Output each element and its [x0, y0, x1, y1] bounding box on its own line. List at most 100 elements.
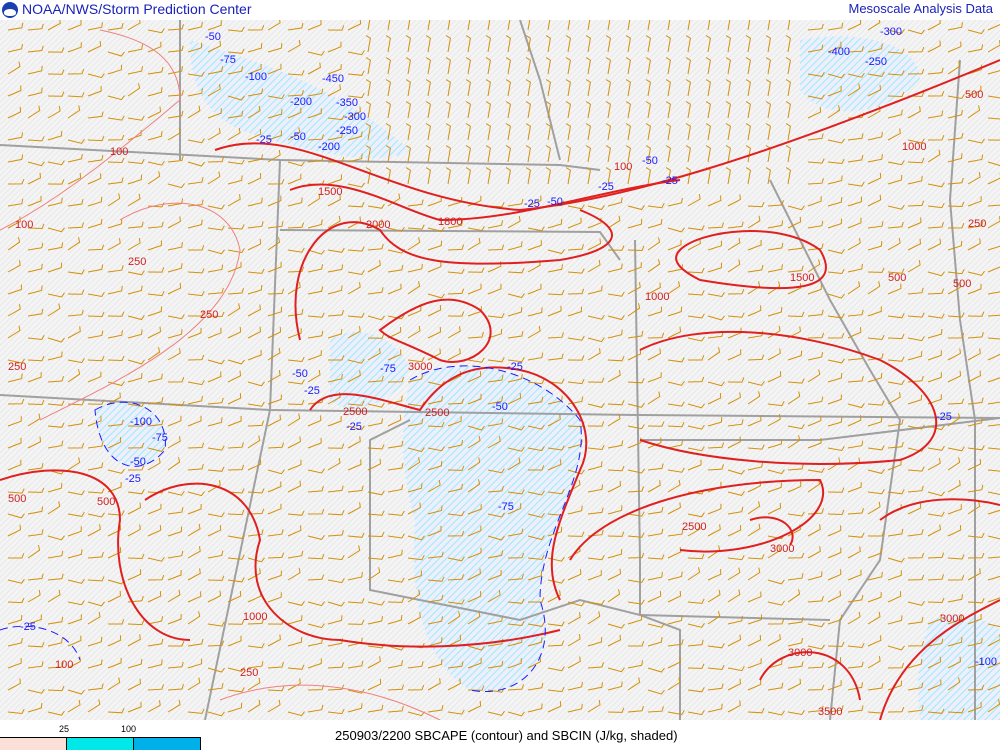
- wind-barb: [547, 305, 562, 317]
- wind-barb: [987, 20, 1000, 31]
- wind-barb: [705, 101, 711, 119]
- wind-barb: [627, 552, 645, 559]
- wind-barb: [427, 637, 443, 647]
- wind-barb: [307, 350, 322, 361]
- wind-barb: [687, 376, 705, 383]
- wind-barb: [107, 419, 124, 427]
- wind-barb: [647, 622, 665, 628]
- wind-barb: [347, 70, 365, 76]
- wind-barb: [765, 123, 771, 141]
- wind-barb: [487, 589, 501, 603]
- wind-barb: [585, 145, 591, 163]
- wind-barb: [807, 396, 824, 405]
- wind-barb: [907, 68, 925, 75]
- wind-barb: [867, 267, 885, 273]
- wind-barb: [427, 293, 445, 299]
- wind-barb: [47, 160, 65, 166]
- wind-barb: [747, 444, 765, 450]
- wind-barb: [867, 682, 884, 691]
- wind-barb: [827, 22, 844, 31]
- wind-barb: [645, 167, 651, 185]
- wind-barb: [107, 657, 122, 669]
- wind-barb: [505, 35, 511, 53]
- wind-barb: [147, 171, 161, 185]
- wind-barb: [107, 285, 123, 295]
- wind-barb: [967, 85, 982, 97]
- wind-barb: [747, 305, 762, 317]
- wind-barb: [867, 571, 883, 581]
- wind-barb: [267, 570, 282, 581]
- wind-barb: [847, 594, 864, 603]
- cape-thin-contours: [0, 29, 441, 720]
- wind-barb: [667, 571, 683, 581]
- wind-barb: [807, 684, 825, 691]
- wind-barb: [887, 392, 901, 405]
- wind-barb: [187, 442, 205, 449]
- wind-barb: [127, 285, 143, 295]
- wind-barb: [545, 101, 551, 119]
- wind-barb: [687, 20, 691, 31]
- wind-barb: [667, 502, 681, 515]
- wind-barb: [187, 21, 203, 31]
- wind-barb: [425, 145, 431, 163]
- wind-barb: [967, 614, 982, 625]
- wind-barb: [647, 421, 665, 427]
- wind-barb: [667, 401, 685, 407]
- cape-label: 500: [965, 89, 983, 101]
- wind-barb: [907, 106, 921, 119]
- wind-barb: [827, 218, 842, 229]
- wind-barb: [127, 658, 143, 669]
- wind-barb: [685, 145, 691, 163]
- wind-barb: [447, 326, 461, 339]
- wind-barb: [247, 557, 265, 563]
- wind-barb: [927, 350, 942, 361]
- wind-barb: [907, 424, 925, 430]
- wind-barb: [967, 501, 981, 515]
- wind-barb: [887, 570, 902, 581]
- wind-barb: [827, 569, 842, 581]
- wind-barb: [687, 403, 705, 409]
- wind-barb: [247, 618, 265, 625]
- wind-barb: [987, 597, 1000, 603]
- wind-barb: [7, 614, 23, 625]
- wind-barb: [787, 378, 805, 384]
- wind-barb: [187, 395, 203, 405]
- wind-barb: [7, 61, 21, 75]
- cin-label: -25: [662, 175, 678, 187]
- wind-barb: [387, 264, 404, 273]
- wind-barb: [227, 326, 242, 339]
- wind-barb: [147, 616, 163, 625]
- wind-barb: [287, 525, 302, 537]
- wind-barb: [207, 225, 225, 231]
- wind-barb: [7, 154, 24, 163]
- wind-barb: [365, 123, 371, 141]
- wind-barb: [407, 555, 425, 561]
- wind-barb: [747, 591, 762, 603]
- cin-label: -200: [290, 96, 312, 108]
- wind-barb: [207, 525, 222, 537]
- wind-barb: [385, 79, 391, 97]
- wind-barb: [967, 238, 981, 251]
- wind-barb: [108, 619, 125, 625]
- wind-barb: [727, 312, 745, 318]
- wind-barb: [927, 67, 944, 75]
- wind-barb: [127, 329, 143, 339]
- map-caption: 250903/2200 SBCAPE (contour) and SBCIN (…: [335, 728, 678, 743]
- wind-barb: [427, 240, 442, 251]
- wind-barb: [465, 79, 471, 97]
- wind-barb: [647, 20, 651, 31]
- cape-label: 250: [240, 667, 258, 679]
- wind-barb: [567, 569, 582, 581]
- wind-barb: [227, 95, 245, 101]
- wind-barb: [527, 490, 545, 496]
- wind-barb: [927, 91, 945, 97]
- wind-barb: [227, 554, 245, 560]
- wind-barb: [867, 501, 881, 515]
- wind-barb: [727, 392, 741, 405]
- cape-contour-2500-east: [879, 498, 1000, 521]
- wind-barb: [787, 552, 805, 559]
- wind-barb: [167, 45, 184, 53]
- wind-barb: [565, 35, 571, 53]
- wind-barb: [267, 20, 281, 31]
- wind-barb: [427, 348, 441, 361]
